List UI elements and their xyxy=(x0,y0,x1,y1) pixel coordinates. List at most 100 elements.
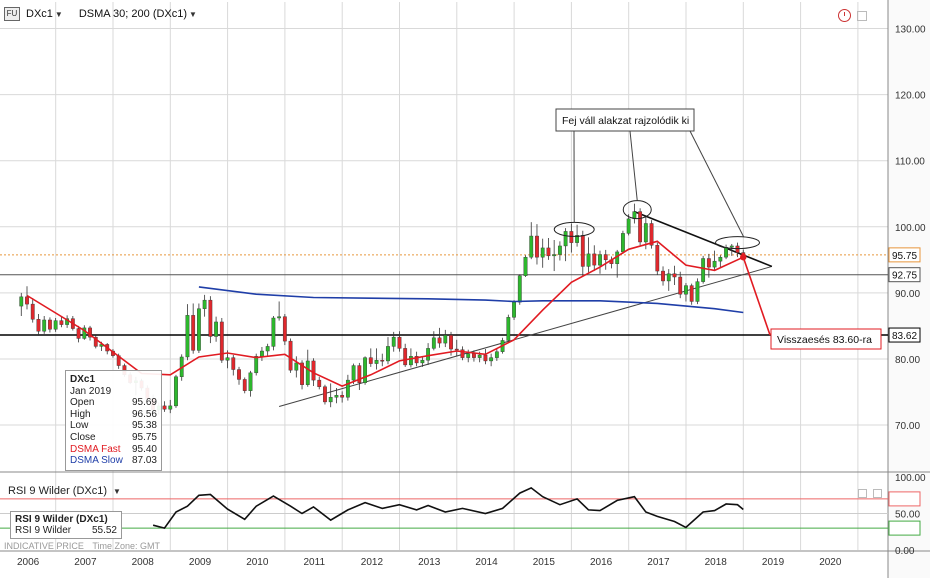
chevron-down-icon: ▼ xyxy=(189,10,197,19)
candle-body xyxy=(380,360,385,362)
candle-body xyxy=(219,321,224,361)
y-tick-label: 120.00 xyxy=(895,91,926,102)
tooltip-date: Jan 2019 xyxy=(70,385,112,397)
tooltip-value: 96.56 xyxy=(131,408,157,420)
candle-body xyxy=(19,296,24,307)
price-tag-label: 95.75 xyxy=(892,251,917,262)
tooltip-row-close: Close 95.75 xyxy=(70,432,157,444)
candle-body xyxy=(477,354,482,358)
candle-body xyxy=(512,301,516,318)
candle-body xyxy=(592,253,597,266)
x-tick-label: 2008 xyxy=(132,557,155,568)
data-tooltip: DXc1 Jan 2019 Open 95.69 High 96.56 Low 95.… xyxy=(65,370,162,471)
candle-body xyxy=(580,235,585,267)
rsi-selector[interactable]: RSI 9 Wilder (DXc1) ▼ xyxy=(8,485,121,497)
candle-body xyxy=(666,273,671,282)
candle-body xyxy=(397,336,402,349)
rsi-level-tag xyxy=(888,491,921,507)
candle-body xyxy=(260,350,264,357)
price-axis-background xyxy=(888,0,930,578)
candle-body xyxy=(443,334,448,344)
candle-body xyxy=(684,285,688,295)
candle-body xyxy=(449,334,453,350)
candle-body xyxy=(323,386,327,403)
candle-body xyxy=(317,379,322,387)
candle-body xyxy=(437,337,442,344)
tooltip-row-dsma-slow: DSMA Slow 87.03 xyxy=(70,455,157,467)
annotation-text: Fej váll alakzat rajzolódik ki xyxy=(562,115,689,127)
x-tick-label: 2011 xyxy=(304,557,326,568)
annotation-pointer xyxy=(629,130,638,201)
candle-body xyxy=(603,254,608,261)
annotation-box xyxy=(770,328,882,350)
candle-body xyxy=(214,321,218,337)
rsi-tooltip: RSI 9 Wilder (DXc1) RSI 9 Wilder 55.52 xyxy=(10,511,122,539)
trend-line xyxy=(278,265,773,408)
clock-icon[interactable] xyxy=(838,9,851,22)
trend-line xyxy=(634,210,773,268)
y-tick-label: 110.00 xyxy=(895,157,925,168)
candle-body xyxy=(724,247,728,258)
rsi-tooltip-label: RSI 9 Wilder xyxy=(15,525,72,536)
candle-body xyxy=(575,235,579,243)
restore-icon[interactable] xyxy=(858,489,867,498)
annotation-box xyxy=(555,108,695,132)
candle-body xyxy=(598,254,602,266)
candle-body xyxy=(701,258,706,282)
x-tick-label: 2012 xyxy=(361,557,384,568)
symbol-selector[interactable]: DXc1 ▼ xyxy=(26,8,63,20)
candle-body xyxy=(174,376,178,407)
candle-body xyxy=(557,245,562,255)
x-tick-label: 2018 xyxy=(705,557,728,568)
tooltip-row-open: Open 95.69 xyxy=(70,397,157,409)
chart-toolbar: FU DXc1 ▼ DSMA 30; 200 (DXc1) ▼ xyxy=(4,6,197,22)
annotation-pointer xyxy=(689,130,744,237)
rsi-line xyxy=(152,486,744,530)
candle-body xyxy=(88,327,92,338)
candle-body xyxy=(254,356,259,374)
tooltip-label: Low xyxy=(70,420,89,432)
study-selector[interactable]: DSMA 30; 200 (DXc1) ▼ xyxy=(79,8,197,20)
chevron-down-icon: ▼ xyxy=(54,10,63,19)
x-tick-label: 2009 xyxy=(189,557,212,568)
candle-body xyxy=(300,362,304,385)
close-icon[interactable] xyxy=(873,489,882,498)
candle-body xyxy=(460,349,465,358)
tooltip-value: 95.69 xyxy=(131,397,157,409)
tooltip-label: DSMA Slow xyxy=(70,455,123,467)
candle-body xyxy=(271,317,276,347)
annotation-text: Visszaesés 83.60-ra xyxy=(777,334,872,346)
candle-body xyxy=(351,365,356,381)
candle-body xyxy=(638,211,643,243)
restore-icon[interactable] xyxy=(857,11,867,21)
rsi-tooltip-title: RSI 9 Wilder (DXc1) xyxy=(15,514,108,525)
y-tick-label: 130.00 xyxy=(895,25,926,36)
rsi-tick-label: 0.00 xyxy=(895,546,915,557)
candle-body xyxy=(363,357,367,383)
candle-body xyxy=(483,354,488,362)
candle-body xyxy=(42,319,47,332)
instrument-icon[interactable]: FU xyxy=(4,7,20,21)
y-tick-label: 70.00 xyxy=(895,421,920,432)
footer-note: INDICATIVE PRICE Time Zone: GMT xyxy=(4,541,160,551)
candle-body xyxy=(569,231,574,243)
candle-body xyxy=(649,223,654,246)
candle-body xyxy=(36,319,41,332)
rsi-tick-label: 50.00 xyxy=(895,510,920,521)
price-tag xyxy=(888,267,921,283)
candle-body xyxy=(689,285,694,302)
candle-body xyxy=(25,296,29,305)
candle-body xyxy=(386,346,390,362)
tooltip-row-low: Low 95.38 xyxy=(70,420,157,432)
candle-body xyxy=(311,360,316,381)
tooltip-value: 95.40 xyxy=(131,443,157,455)
candle-body xyxy=(621,233,625,253)
candle-body xyxy=(294,362,299,371)
price-tag-label: 92.75 xyxy=(892,271,917,282)
candle-body xyxy=(374,360,379,364)
dsma-slow-line xyxy=(198,286,744,314)
candle-body xyxy=(208,299,213,337)
x-tick-label: 2015 xyxy=(533,557,556,568)
